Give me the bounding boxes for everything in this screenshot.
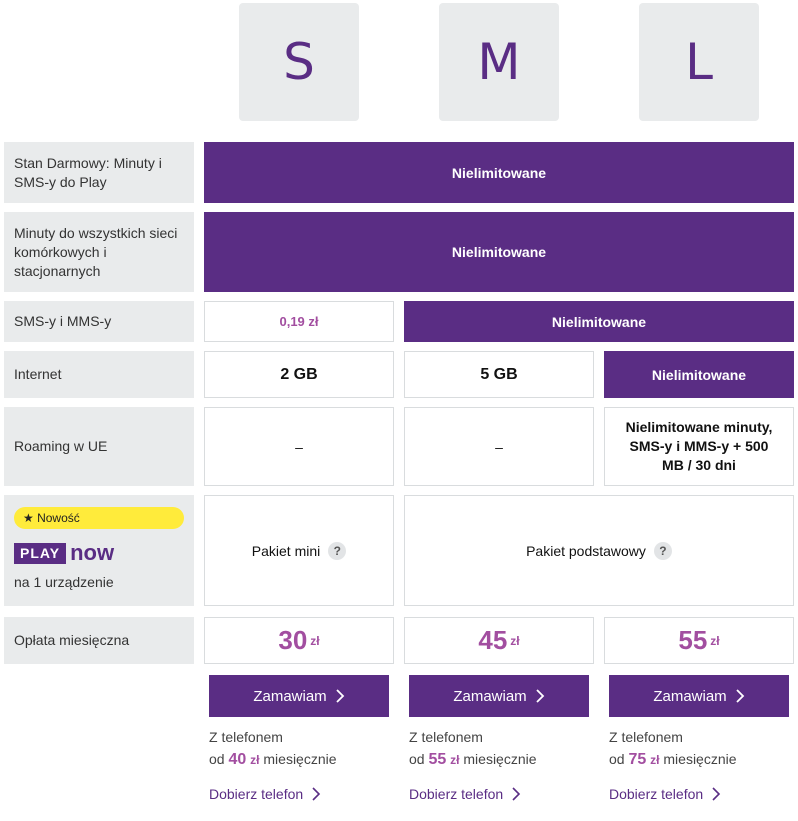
sms-value-s: 0,19 zł — [204, 301, 394, 342]
order-label: Zamawiam — [253, 687, 327, 705]
phone-offer-s: Z telefonem od 40 zł miesięcznie — [209, 726, 394, 771]
value-text: Pakiet mini — [251, 542, 321, 559]
value-text: 2 GB — [280, 365, 318, 383]
pick-phone-label: Dobierz telefon — [409, 786, 504, 802]
row-label-fee: Opłata miesięczna — [4, 617, 194, 664]
value-text: 0,19 zł — [279, 314, 319, 329]
plan-letter-l: L — [685, 33, 713, 91]
fee-value-s: 30 zł — [204, 617, 394, 664]
chevron-right-icon — [712, 787, 721, 801]
playnow-logo: PLAY now — [14, 540, 184, 565]
question-icon[interactable]: ? — [653, 541, 672, 560]
row-label-text: Stan Darmowy: Minuty i SMS-y do Play — [14, 154, 162, 190]
row-label-playnow: ★ Nowość PLAY now na 1 urządzenie — [4, 495, 194, 606]
row-label-internet: Internet — [4, 351, 194, 398]
fee-value-l: 55 zł — [604, 617, 794, 664]
pick-phone-label: Dobierz telefon — [609, 786, 704, 802]
order-button-l[interactable]: Zamawiam — [609, 675, 789, 717]
plan-header-s: S — [239, 3, 359, 121]
monthly-text: miesięcznie — [463, 751, 537, 767]
row-label-text: SMS-y i MMS-y — [14, 313, 112, 329]
price-currency: zł — [710, 633, 720, 648]
row-label-text: Internet — [14, 366, 62, 382]
value-text: Nielimitowane — [651, 366, 747, 383]
pick-phone-label: Dobierz telefon — [209, 786, 304, 802]
pick-phone-link-s[interactable]: Dobierz telefon — [209, 784, 321, 804]
with-phone-text: Z telefonem — [409, 729, 483, 745]
internet-value-s: 2 GB — [204, 351, 394, 398]
row-label-minutes: Minuty do wszystkich sieci komórkowych i… — [4, 212, 194, 292]
from-text: od — [409, 751, 425, 767]
chevron-right-icon — [512, 787, 521, 801]
row-label-free-state: Stan Darmowy: Minuty i SMS-y do Play — [4, 142, 194, 203]
price-number: 55 — [678, 625, 708, 655]
from-text: od — [209, 751, 225, 767]
free-state-value: Nielimitowane — [204, 142, 794, 203]
playnow-value-ml: Pakiet podstawowy? — [404, 495, 794, 606]
value-text: Nielimitowane — [451, 164, 547, 181]
chevron-right-icon — [336, 689, 344, 703]
row-label-text: Roaming w UE — [14, 438, 108, 454]
plan-letter-m: M — [477, 33, 521, 91]
phone-currency: zł — [250, 753, 260, 767]
play-logo-text: PLAY — [14, 542, 67, 564]
order-button-m[interactable]: Zamawiam — [409, 675, 589, 717]
row-label-sms: SMS-y i MMS-y — [4, 301, 194, 342]
monthly-text: miesięcznie — [263, 751, 337, 767]
chevron-right-icon — [312, 787, 321, 801]
phone-price: 55 — [428, 751, 447, 768]
phone-price: 40 — [228, 751, 247, 768]
now-logo-text: now — [70, 540, 115, 565]
pick-phone-link-m[interactable]: Dobierz telefon — [409, 784, 521, 804]
with-phone-text: Z telefonem — [609, 729, 683, 745]
price-currency: zł — [510, 633, 520, 648]
phone-currency: zł — [650, 753, 660, 767]
row-label-roaming: Roaming w UE — [4, 407, 194, 486]
new-badge: ★ Nowość — [14, 507, 184, 529]
phone-offer-m: Z telefonem od 55 zł miesięcznie — [409, 726, 594, 771]
roaming-value-s: – — [204, 407, 394, 486]
roaming-value-l: Nielimitowane minuty, SMS-y i MMS-y + 50… — [604, 407, 794, 486]
monthly-text: miesięcznie — [663, 751, 737, 767]
value-text: 5 GB — [480, 365, 518, 383]
phone-currency: zł — [450, 753, 460, 767]
price-currency: zł — [310, 633, 320, 648]
order-label: Zamawiam — [453, 687, 527, 705]
value-text: – — [495, 438, 503, 455]
with-phone-text: Z telefonem — [209, 729, 283, 745]
price-number: 30 — [278, 625, 308, 655]
from-text: od — [609, 751, 625, 767]
phone-offer-l: Z telefonem od 75 zł miesięcznie — [609, 726, 794, 771]
value-text: Nielimitowane — [551, 313, 647, 330]
sms-value-ml: Nielimitowane — [404, 301, 794, 342]
fee-value-m: 45 zł — [404, 617, 594, 664]
roaming-value-m: – — [404, 407, 594, 486]
internet-value-m: 5 GB — [404, 351, 594, 398]
chevron-right-icon — [736, 689, 744, 703]
price-number: 45 — [478, 625, 508, 655]
value-text: Nielimitowane minuty, SMS-y i MMS-y + 50… — [625, 419, 773, 473]
plan-letter-s: S — [283, 33, 315, 91]
order-label: Zamawiam — [653, 687, 727, 705]
row-label-text: Opłata miesięczna — [14, 632, 130, 648]
playnow-value-s: Pakiet mini? — [204, 495, 394, 606]
value-text: – — [295, 438, 303, 455]
plan-header-l: L — [639, 3, 759, 121]
value-text: Nielimitowane — [451, 244, 547, 260]
question-icon[interactable]: ? — [328, 541, 347, 560]
playnow-device-label: na 1 urządzenie — [14, 574, 114, 590]
phone-price: 75 — [628, 751, 647, 768]
chevron-right-icon — [536, 689, 544, 703]
value-text: Pakiet podstawowy — [526, 542, 646, 559]
row-label-text: Minuty do wszystkich sieci komórkowych i… — [14, 224, 178, 279]
order-button-s[interactable]: Zamawiam — [209, 675, 389, 717]
minutes-value: Nielimitowane — [204, 212, 794, 292]
internet-value-l: Nielimitowane — [604, 351, 794, 398]
pick-phone-link-l[interactable]: Dobierz telefon — [609, 784, 721, 804]
plan-header-m: M — [439, 3, 559, 121]
